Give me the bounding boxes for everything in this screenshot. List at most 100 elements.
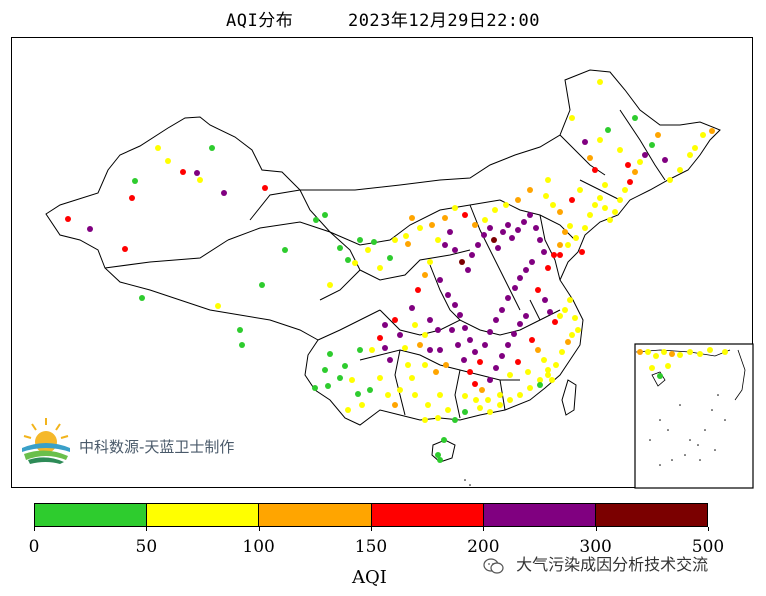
- colorbar-tickmark: [595, 527, 597, 531]
- map-title: AQI分布 2023年12月29日22:00: [0, 6, 766, 31]
- aqi-station-dot: [577, 187, 583, 193]
- colorbar-tickmark: [258, 527, 260, 531]
- colorbar-bin-200-300: [483, 504, 596, 526]
- aqi-station-dot: [535, 347, 541, 353]
- aqi-station-dot: [625, 162, 631, 168]
- aqi-station-dot: [667, 177, 673, 183]
- aqi-station-dot: [442, 215, 448, 221]
- aqi-station-dot: [649, 365, 655, 371]
- aqi-station-dot: [549, 377, 555, 383]
- aqi-station-dot: [422, 272, 428, 278]
- colorbar-tickmark: [146, 527, 148, 531]
- aqi-station-dot: [180, 169, 186, 175]
- aqi-station-dot: [445, 407, 451, 413]
- aqi-station-dot: [637, 349, 643, 355]
- aqi-station-dot: [312, 385, 318, 391]
- aqi-station-dot: [545, 177, 551, 183]
- aqi-station-dot: [573, 235, 579, 241]
- aqi-station-dot: [507, 397, 513, 403]
- colorbar-tickmark: [371, 527, 372, 531]
- colorbar-tickmark: [483, 527, 485, 531]
- aqi-station-markers: [65, 79, 728, 463]
- aqi-station-dot: [511, 331, 517, 337]
- aqi-station-dot: [687, 349, 693, 355]
- logo-sun-icon: [22, 418, 70, 464]
- aqi-station-dot: [529, 337, 535, 343]
- aqi-station-dot: [487, 377, 493, 383]
- aqi-station-dot: [382, 322, 388, 328]
- aqi-station-dot: [412, 392, 418, 398]
- colorbar-tickmark: [34, 527, 35, 531]
- aqi-station-dot: [655, 132, 661, 138]
- aqi-station-dot: [452, 417, 458, 423]
- aqi-station-dot: [632, 115, 638, 121]
- aqi-station-dot: [491, 237, 497, 243]
- aqi-station-dot: [523, 267, 529, 273]
- colorbar-tick-label: 200: [467, 537, 500, 557]
- aqi-station-dot: [461, 357, 467, 363]
- watermark: 大气污染成因分析技术交流: [483, 551, 708, 575]
- aqi-station-dot: [677, 167, 683, 173]
- colorbar-bin-50-100: [147, 504, 260, 526]
- aqi-station-dot: [397, 332, 403, 338]
- aqi-station-dot: [122, 246, 128, 252]
- aqi-station-dot: [545, 265, 551, 271]
- aqi-station-dot: [417, 225, 423, 231]
- aqi-station-dot: [325, 383, 331, 389]
- aqi-station-dot: [435, 452, 441, 458]
- colorbar-tick-label: 300: [579, 537, 612, 557]
- aqi-station-dot: [139, 295, 145, 301]
- aqi-station-dot: [467, 337, 473, 343]
- aqi-station-dot: [537, 237, 543, 243]
- aqi-station-dot: [422, 362, 428, 368]
- aqi-station-dot: [512, 285, 518, 291]
- aqi-station-dot: [597, 79, 603, 85]
- watermark-text: 大气污染成因分析技术交流: [516, 555, 709, 574]
- aqi-station-dot: [537, 382, 543, 388]
- aqi-station-dot: [557, 242, 563, 248]
- aqi-station-dot: [415, 287, 421, 293]
- aqi-station-dot: [653, 353, 659, 359]
- aqi-station-dot: [377, 335, 383, 341]
- aqi-station-dot: [392, 317, 398, 323]
- aqi-station-dot: [649, 142, 655, 148]
- aqi-station-dot: [565, 339, 571, 345]
- aqi-station-dot: [592, 202, 598, 208]
- aqi-station-dot: [637, 159, 643, 165]
- aqi-station-dot: [417, 342, 423, 348]
- aqi-station-dot: [472, 349, 478, 355]
- aqi-station-dot: [545, 372, 551, 378]
- aqi-station-dot: [627, 179, 633, 185]
- aqi-station-dot: [541, 357, 547, 363]
- colorbar-bin-100-150: [259, 504, 372, 526]
- aqi-station-dot: [500, 229, 506, 235]
- aqi-station-dot: [387, 357, 393, 363]
- aqi-station-dot: [385, 392, 391, 398]
- aqi-station-dot: [377, 375, 383, 381]
- aqi-station-dot: [687, 152, 693, 158]
- aqi-station-dot: [617, 197, 623, 203]
- aqi-station-dot: [405, 362, 411, 368]
- aqi-station-dot: [349, 377, 355, 383]
- aqi-station-dot: [475, 242, 481, 248]
- aqi-station-dot: [477, 405, 483, 411]
- colorbar-tick-label: 50: [135, 537, 158, 557]
- aqi-station-dot: [482, 217, 488, 223]
- aqi-station-dot: [412, 322, 418, 328]
- aqi-station-dot: [587, 155, 593, 161]
- aqi-station-dot: [322, 212, 328, 218]
- aqi-station-dot: [462, 325, 468, 331]
- aqi-station-dot: [541, 249, 547, 255]
- aqi-station-dot: [409, 375, 415, 381]
- colorbar-bin-300-500: [595, 504, 708, 526]
- aqi-station-dot: [435, 237, 441, 243]
- aqi-station-dot: [669, 351, 675, 357]
- aqi-station-dot: [492, 207, 498, 213]
- aqi-station-dot: [557, 252, 563, 258]
- aqi-station-dot: [535, 287, 541, 293]
- aqi-station-dot: [605, 127, 611, 133]
- aqi-station-dot: [472, 381, 478, 387]
- aqi-station-dot: [597, 137, 603, 143]
- aqi-station-dot: [422, 332, 428, 338]
